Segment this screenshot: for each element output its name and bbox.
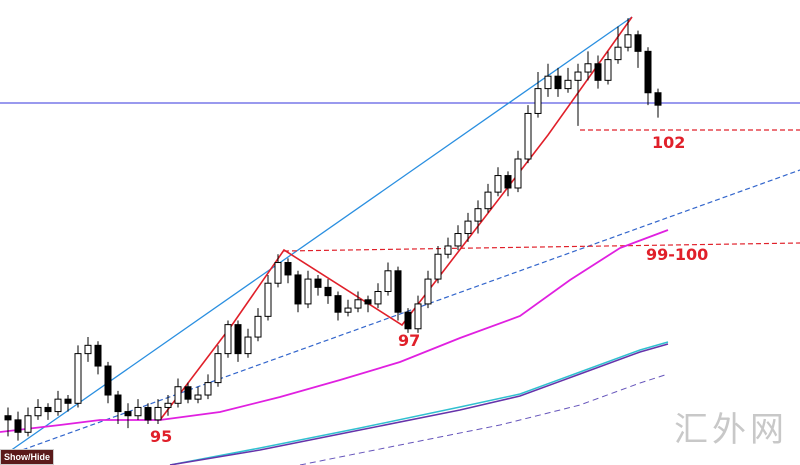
candle-body	[294, 274, 302, 305]
candle-body	[234, 324, 242, 355]
candle-body	[114, 394, 122, 413]
candle-body	[574, 71, 582, 81]
candle-body	[54, 398, 62, 413]
candle-body	[494, 175, 502, 193]
candle-body	[194, 394, 202, 400]
candle-body	[254, 315, 262, 338]
candle-body	[4, 415, 12, 421]
candle-body	[344, 307, 352, 313]
candle-body	[454, 233, 462, 247]
candle-body	[24, 415, 32, 433]
candle-body	[334, 295, 342, 313]
candle-body	[634, 34, 642, 52]
candle-body	[304, 278, 312, 305]
candle-body	[434, 253, 442, 280]
candle-body	[624, 34, 632, 48]
candle-body	[404, 311, 412, 330]
candle-body	[104, 365, 112, 396]
candle-body	[594, 63, 602, 81]
moving-average	[0, 229, 669, 433]
moving-average	[169, 343, 669, 465]
candle-body	[314, 278, 322, 288]
candle-body	[484, 191, 492, 210]
candle-body	[394, 270, 402, 313]
candle-body	[474, 208, 482, 222]
candle-body	[364, 299, 372, 305]
annotation: 97	[398, 331, 420, 350]
show-hide-button[interactable]: Show/Hide	[0, 449, 55, 465]
candle-body	[564, 79, 572, 90]
candle-body	[534, 88, 542, 114]
candle-body	[524, 112, 532, 160]
candle-body	[264, 282, 272, 317]
candle-body	[644, 50, 652, 94]
candle-body	[444, 245, 452, 255]
candle-body	[354, 299, 362, 309]
candle-body	[204, 382, 212, 396]
candle-body	[134, 406, 142, 417]
candles	[4, 18, 662, 441]
candle-body	[374, 291, 382, 305]
annotation: 102	[652, 133, 685, 152]
candle-body	[274, 262, 282, 284]
candle-body	[184, 386, 192, 400]
moving-average	[299, 373, 669, 465]
candle-body	[414, 303, 422, 330]
candle-body	[154, 406, 162, 421]
candle-body	[174, 386, 182, 404]
candle-body	[64, 398, 72, 404]
candle-body	[164, 402, 172, 408]
candle-body	[604, 59, 612, 81]
candle-body	[464, 220, 472, 235]
candle-body	[34, 406, 42, 417]
watermark: 汇外网	[674, 410, 788, 450]
annotation: 99-100	[646, 245, 708, 264]
candle-body	[84, 344, 92, 355]
candle-body	[324, 286, 332, 297]
candle-body	[554, 75, 562, 90]
moving-average	[169, 341, 669, 465]
candle-body	[384, 270, 392, 293]
wave-line	[159, 16, 633, 421]
candle-body	[614, 46, 622, 61]
candle-body	[424, 278, 432, 305]
channel-line	[0, 16, 633, 459]
annotation: 95	[150, 427, 172, 446]
support-line	[0, 169, 800, 459]
candle-body	[44, 406, 52, 413]
candle-body	[244, 336, 252, 355]
candle-body	[544, 75, 552, 90]
level-line	[283, 242, 800, 252]
candle-body	[144, 406, 152, 421]
candle-body	[584, 63, 592, 73]
candle-body	[514, 158, 522, 189]
candle-body	[214, 353, 222, 384]
candle-body	[504, 175, 512, 189]
candle-body	[14, 419, 22, 433]
candle-body	[94, 344, 102, 367]
candle-body	[124, 411, 132, 417]
candle-body	[654, 92, 662, 106]
candle-body	[74, 353, 82, 404]
candle-body	[284, 262, 292, 276]
candle-body	[224, 324, 232, 355]
